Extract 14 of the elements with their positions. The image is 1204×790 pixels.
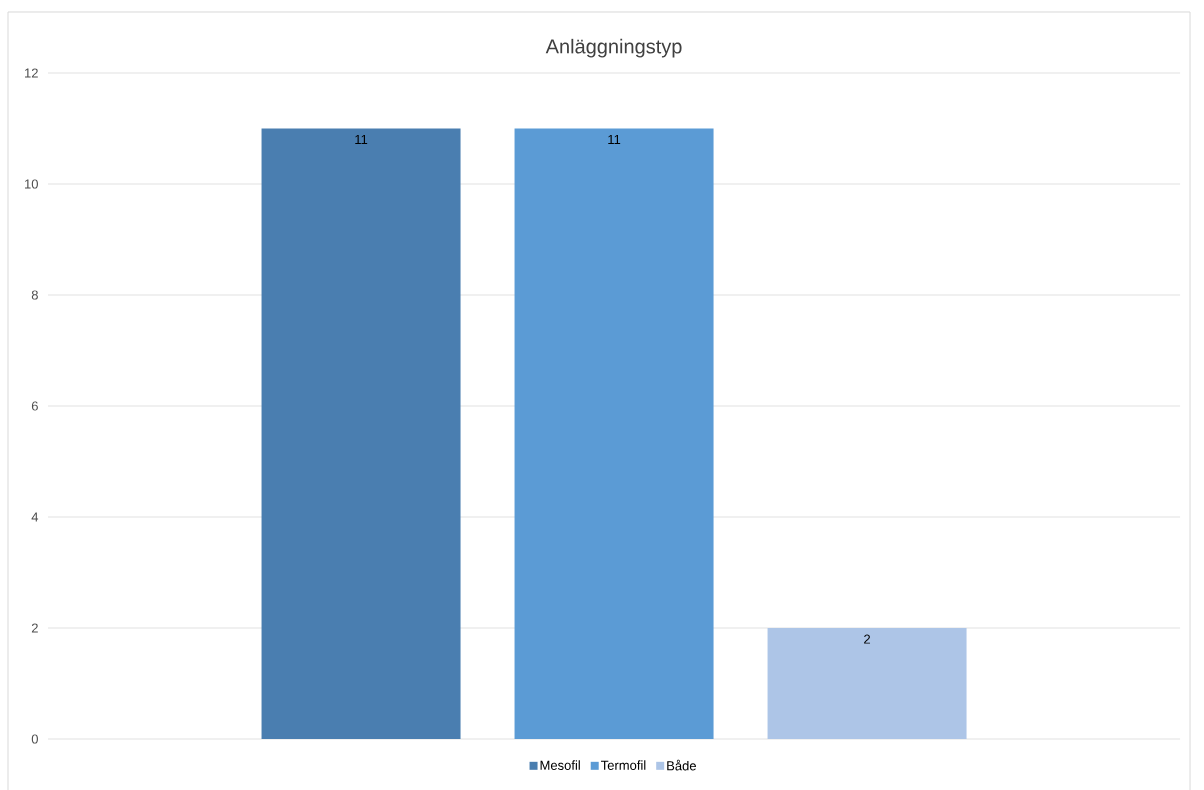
y-tick-label: 4 bbox=[31, 512, 39, 522]
y-tick-label: 8 bbox=[31, 290, 38, 300]
data-label: 11 bbox=[355, 135, 368, 144]
y-tick-label: 6 bbox=[31, 401, 38, 411]
legend-label: Mesofil bbox=[540, 760, 580, 770]
y-tick-label: 10 bbox=[25, 179, 38, 189]
y-tick-label: 0 bbox=[31, 734, 38, 744]
y-tick-label: 12 bbox=[25, 68, 38, 78]
data-label: 11 bbox=[608, 135, 621, 144]
data-label: 2 bbox=[864, 634, 871, 644]
chart-title: Anläggningstyp bbox=[545, 38, 682, 58]
y-tick-label: 2 bbox=[31, 623, 38, 633]
legend-label: Termofil bbox=[601, 760, 646, 770]
legend-label: Både bbox=[667, 759, 696, 771]
